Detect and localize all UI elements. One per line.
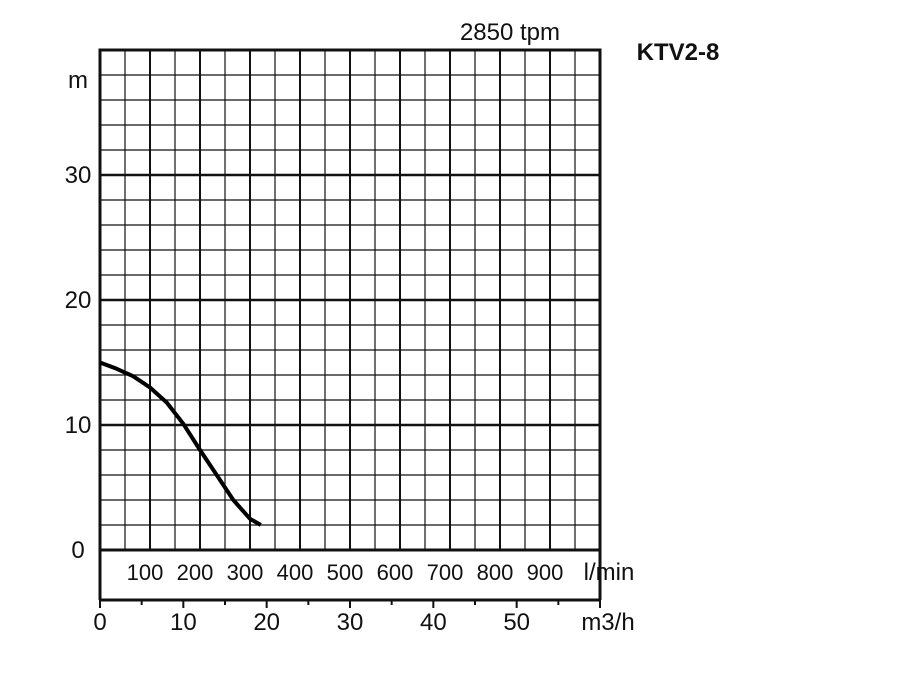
lmin-tick-label: 300 [227,560,264,585]
m3h-tick-label: 40 [420,609,447,636]
y-tick-label: 0 [71,537,84,564]
lmin-tick-label: 100 [127,560,164,585]
y-tick-label: 20 [65,287,92,314]
series [99,360,262,527]
m3h-tick-label: 30 [337,609,364,636]
m3h-tick-label: 0 [93,609,106,636]
pump-curve-line [99,360,262,527]
m3h-tick-label: 20 [253,609,280,636]
labels: 0 10 20 30 100 200 300 400 500 600 700 800 900 0 10 20 3… [65,162,564,636]
m3h-tick-label: 10 [170,609,197,636]
m3h-tick-label: 50 [503,609,530,636]
lmin-unit-label: l/min [584,559,635,586]
lmin-tick-label: 900 [527,560,564,585]
model-title: KTV2-8 [637,39,720,66]
grid [100,50,600,550]
speed-label: 2850 tpm [460,19,560,46]
lmin-tick-label: 400 [277,560,314,585]
lmin-tick-label: 200 [177,560,214,585]
plot-border [98,48,602,552]
lmin-tick-label: 500 [327,560,364,585]
m3h-unit-label: m3/h [581,609,634,636]
y-tick-label: 10 [65,412,92,439]
axes [98,48,602,608]
y-tick-label: 30 [65,162,92,189]
lmin-tick-label: 600 [377,560,414,585]
y-axis-unit: m [68,67,88,94]
lmin-tick-label: 800 [477,560,514,585]
lmin-tick-label: 700 [427,560,464,585]
